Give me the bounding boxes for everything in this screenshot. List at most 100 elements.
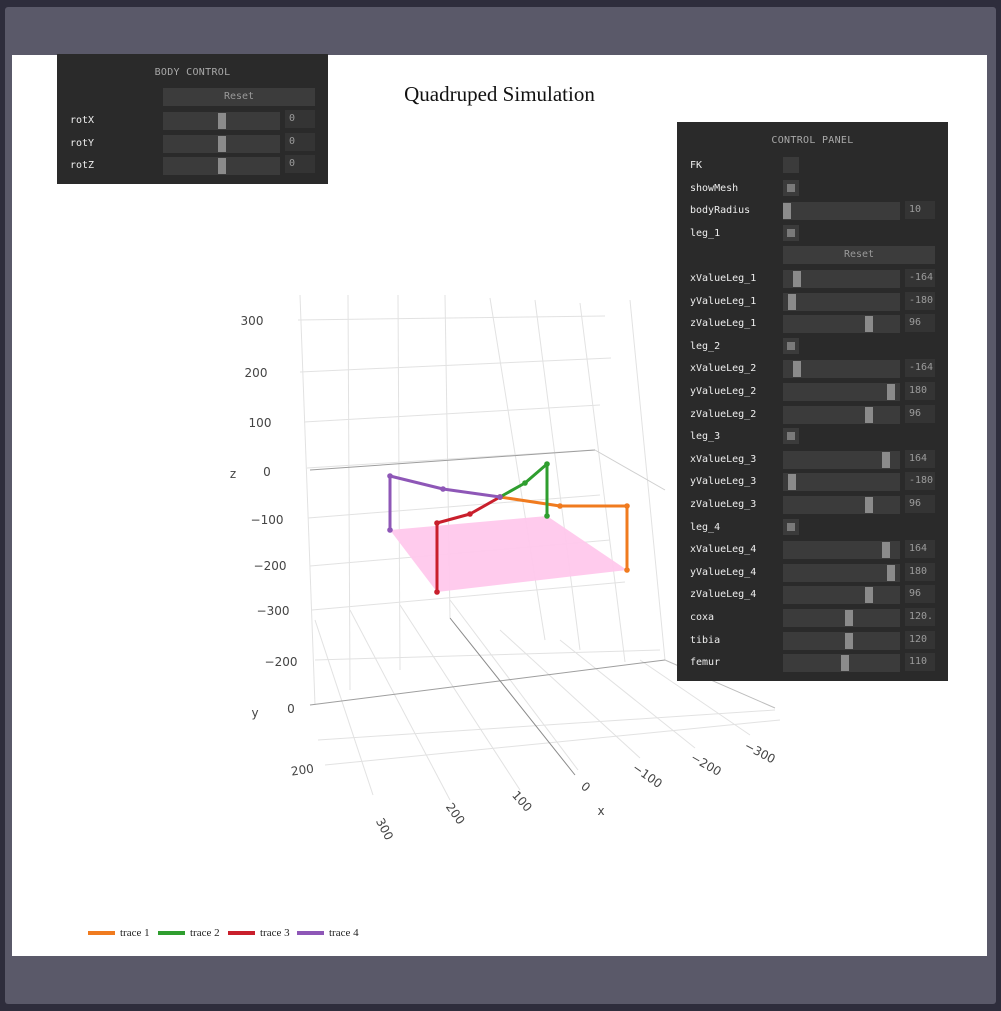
yValueLeg_4-value-field[interactable]: 180	[905, 562, 935, 581]
cp-reset-row: Reset	[677, 245, 948, 267]
body-row-label: rotX	[70, 115, 95, 126]
cp-row-label: yValueLeg_2	[690, 386, 757, 397]
slider-knob[interactable]	[788, 293, 797, 310]
coxa-slider[interactable]	[783, 609, 900, 627]
reset-button[interactable]: Reset	[783, 246, 935, 265]
joint-marker	[387, 473, 393, 479]
zValueLeg_4-slider[interactable]	[783, 586, 900, 605]
cp-row-coxa: coxa 120.	[677, 607, 948, 629]
zValueLeg_3-value-field[interactable]: 96	[905, 495, 935, 513]
xValueLeg_3-value-field[interactable]: 164	[905, 449, 935, 468]
slider-knob[interactable]	[864, 406, 873, 423]
tibia-value-field[interactable]: 120	[905, 630, 935, 649]
cp-row-label: zValueLeg_4	[690, 589, 757, 601]
leg_4-checkbox[interactable]	[783, 518, 799, 535]
yValueLeg_4-slider[interactable]	[783, 563, 900, 582]
bodyRadius-value-field[interactable]: 10	[905, 201, 935, 220]
joint-marker	[497, 494, 503, 500]
slider-knob[interactable]	[845, 632, 854, 649]
check-mark	[787, 183, 795, 192]
slider-knob[interactable]	[840, 655, 849, 672]
y-axis-label: y	[251, 706, 258, 720]
z-tick-label: −300	[257, 604, 290, 618]
cp-row-tibia: tibia 120	[677, 630, 948, 652]
cp-row-label: FK	[690, 160, 703, 171]
leg_2-checkbox[interactable]	[783, 337, 799, 354]
x-tick-label: −100	[630, 761, 665, 791]
femur-slider[interactable]	[783, 654, 900, 673]
zValueLeg_2-value-field[interactable]: 96	[905, 404, 935, 423]
slider-knob[interactable]	[886, 384, 895, 400]
joint-marker	[434, 589, 440, 595]
leg_3-checkbox[interactable]	[783, 428, 799, 445]
xValueLeg_1-value-field[interactable]: -164	[905, 269, 935, 287]
zValueLeg_4-value-field[interactable]: 96	[905, 585, 935, 604]
slider-knob[interactable]	[864, 316, 873, 333]
slider-knob[interactable]	[783, 203, 791, 220]
legend-label: trace 2	[190, 927, 220, 939]
slider-knob[interactable]	[864, 587, 873, 604]
yValueLeg_3-value-field[interactable]: -180	[905, 472, 935, 491]
slider-knob[interactable]	[217, 113, 226, 129]
leg-trace-2	[499, 462, 549, 516]
cp-row-zValueLeg_2: zValueLeg_2 96	[677, 404, 948, 426]
xValueLeg_4-value-field[interactable]: 164	[905, 540, 935, 559]
floor-gridline	[349, 609, 451, 801]
cp-row-label: leg_2	[690, 340, 721, 352]
cp-row-label: tibia	[690, 634, 721, 646]
xValueLeg_3-slider[interactable]	[783, 450, 900, 469]
zValueLeg_1-value-field[interactable]: 96	[905, 314, 935, 333]
slider-knob[interactable]	[792, 271, 801, 287]
x-axis-label: x	[597, 804, 604, 818]
slider-knob[interactable]	[882, 542, 891, 559]
z-tick-label: 300	[241, 314, 264, 328]
rotX-value-field[interactable]: 0	[285, 110, 315, 128]
xValueLeg_1-slider[interactable]	[783, 270, 900, 288]
slider-knob[interactable]	[217, 135, 226, 152]
rotZ-value-field[interactable]: 0	[285, 155, 315, 173]
leg_1-checkbox[interactable]	[783, 224, 799, 241]
xValueLeg_2-value-field[interactable]: -164	[905, 359, 935, 378]
zValueLeg_3-slider[interactable]	[783, 496, 900, 514]
FK-checkbox[interactable]	[783, 157, 799, 173]
xValueLeg_4-slider[interactable]	[783, 541, 900, 560]
tibia-slider[interactable]	[783, 631, 900, 650]
joint-marker	[624, 567, 630, 573]
rotY-value-field[interactable]: 0	[285, 132, 315, 151]
femur-value-field[interactable]: 110	[905, 653, 935, 672]
slider-knob[interactable]	[217, 158, 226, 174]
rotZ-slider[interactable]	[163, 157, 280, 175]
yValueLeg_3-slider[interactable]	[783, 473, 900, 492]
legend-label: trace 1	[120, 927, 150, 939]
showMesh-checkbox[interactable]	[783, 179, 799, 196]
slider-knob[interactable]	[886, 564, 895, 581]
cp-row-yValueLeg_4: yValueLeg_4 180	[677, 562, 948, 584]
cp-row-label: leg_3	[690, 431, 721, 443]
yValueLeg_2-slider[interactable]	[783, 383, 900, 401]
yValueLeg_1-slider[interactable]	[783, 292, 900, 311]
slider-knob[interactable]	[882, 451, 891, 468]
z-gridline	[303, 404, 601, 423]
check-mark	[787, 228, 795, 237]
slider-knob[interactable]	[845, 610, 854, 626]
y-tick-label: 200	[290, 762, 315, 779]
slider-knob[interactable]	[792, 361, 801, 378]
rotY-slider[interactable]	[163, 134, 280, 153]
bodyRadius-slider[interactable]	[783, 202, 900, 221]
body-reset-button[interactable]: Reset	[163, 88, 315, 106]
cp-row-yValueLeg_2: yValueLeg_2 180	[677, 381, 948, 403]
zValueLeg_1-slider[interactable]	[783, 315, 900, 334]
xValueLeg_2-slider[interactable]	[783, 360, 900, 379]
yValueLeg_1-value-field[interactable]: -180	[905, 291, 935, 310]
control-panel: CONTROL PANEL FK showMesh bodyRadius 10 leg_…	[677, 122, 948, 681]
slider-knob[interactable]	[788, 474, 797, 491]
coxa-value-field[interactable]: 120.	[905, 608, 935, 626]
zValueLeg_2-slider[interactable]	[783, 405, 900, 424]
slider-knob[interactable]	[864, 497, 873, 513]
floor-gridline	[639, 659, 751, 736]
yValueLeg_2-value-field[interactable]: 180	[905, 382, 935, 400]
x-tick-label: 300	[373, 816, 396, 843]
rotX-slider[interactable]	[163, 112, 280, 130]
axis-edge	[594, 449, 666, 491]
